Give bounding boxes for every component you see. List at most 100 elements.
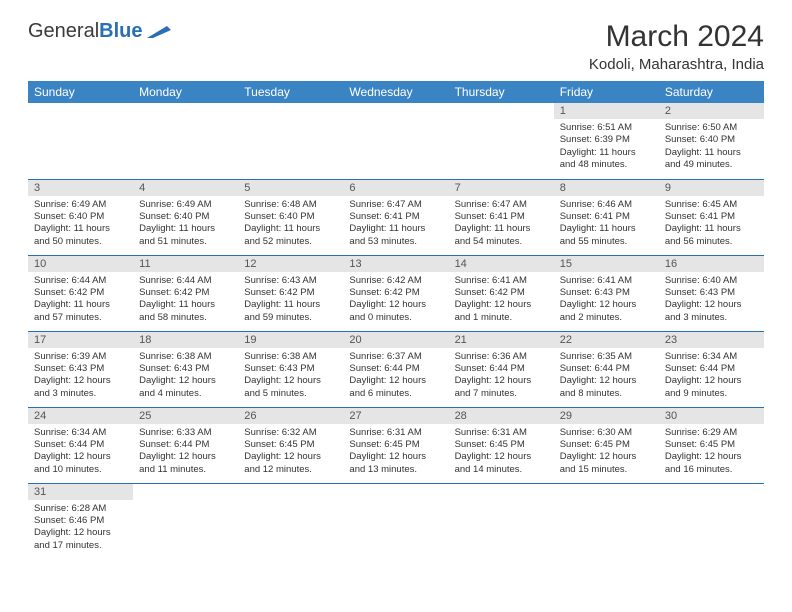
day-details: Sunrise: 6:35 AMSunset: 6:44 PMDaylight:… bbox=[554, 348, 659, 404]
day-details: Sunrise: 6:38 AMSunset: 6:43 PMDaylight:… bbox=[133, 348, 238, 404]
day-cell: 25Sunrise: 6:33 AMSunset: 6:44 PMDayligh… bbox=[133, 407, 238, 483]
day-number: 29 bbox=[554, 408, 659, 424]
day-details: Sunrise: 6:50 AMSunset: 6:40 PMDaylight:… bbox=[659, 119, 764, 175]
day-details: Sunrise: 6:40 AMSunset: 6:43 PMDaylight:… bbox=[659, 272, 764, 328]
day-details: Sunrise: 6:34 AMSunset: 6:44 PMDaylight:… bbox=[659, 348, 764, 404]
day-cell: 27Sunrise: 6:31 AMSunset: 6:45 PMDayligh… bbox=[343, 407, 448, 483]
day-header: Friday bbox=[554, 81, 659, 103]
day-number: 28 bbox=[449, 408, 554, 424]
day-cell: 5Sunrise: 6:48 AMSunset: 6:40 PMDaylight… bbox=[238, 179, 343, 255]
calendar-body: 1Sunrise: 6:51 AMSunset: 6:39 PMDaylight… bbox=[28, 103, 764, 559]
day-details: Sunrise: 6:31 AMSunset: 6:45 PMDaylight:… bbox=[343, 424, 448, 480]
day-number: 17 bbox=[28, 332, 133, 348]
day-cell: 13Sunrise: 6:42 AMSunset: 6:42 PMDayligh… bbox=[343, 255, 448, 331]
day-number: 12 bbox=[238, 256, 343, 272]
day-cell: 21Sunrise: 6:36 AMSunset: 6:44 PMDayligh… bbox=[449, 331, 554, 407]
day-details: Sunrise: 6:48 AMSunset: 6:40 PMDaylight:… bbox=[238, 196, 343, 252]
day-number: 16 bbox=[659, 256, 764, 272]
day-cell: 19Sunrise: 6:38 AMSunset: 6:43 PMDayligh… bbox=[238, 331, 343, 407]
logo: GeneralBlue bbox=[28, 20, 171, 43]
header: GeneralBlue March 2024 Kodoli, Maharasht… bbox=[28, 20, 764, 73]
day-number: 25 bbox=[133, 408, 238, 424]
day-header: Saturday bbox=[659, 81, 764, 103]
empty-cell bbox=[133, 483, 238, 559]
day-number: 19 bbox=[238, 332, 343, 348]
day-details: Sunrise: 6:49 AMSunset: 6:40 PMDaylight:… bbox=[133, 196, 238, 252]
calendar-row: 3Sunrise: 6:49 AMSunset: 6:40 PMDaylight… bbox=[28, 179, 764, 255]
empty-cell bbox=[449, 103, 554, 179]
title-block: March 2024 Kodoli, Maharashtra, India bbox=[589, 20, 764, 73]
calendar-row: 17Sunrise: 6:39 AMSunset: 6:43 PMDayligh… bbox=[28, 331, 764, 407]
calendar-row: 31Sunrise: 6:28 AMSunset: 6:46 PMDayligh… bbox=[28, 483, 764, 559]
day-number: 8 bbox=[554, 180, 659, 196]
day-header: Wednesday bbox=[343, 81, 448, 103]
day-number: 4 bbox=[133, 180, 238, 196]
empty-cell bbox=[238, 483, 343, 559]
empty-cell bbox=[343, 483, 448, 559]
day-cell: 14Sunrise: 6:41 AMSunset: 6:42 PMDayligh… bbox=[449, 255, 554, 331]
day-number: 21 bbox=[449, 332, 554, 348]
day-number: 20 bbox=[343, 332, 448, 348]
day-details: Sunrise: 6:33 AMSunset: 6:44 PMDaylight:… bbox=[133, 424, 238, 480]
calendar-table: SundayMondayTuesdayWednesdayThursdayFrid… bbox=[28, 81, 764, 559]
day-details: Sunrise: 6:34 AMSunset: 6:44 PMDaylight:… bbox=[28, 424, 133, 480]
empty-cell bbox=[554, 483, 659, 559]
day-header: Tuesday bbox=[238, 81, 343, 103]
location: Kodoli, Maharashtra, India bbox=[589, 56, 764, 73]
day-number: 27 bbox=[343, 408, 448, 424]
empty-cell bbox=[238, 103, 343, 179]
day-number: 6 bbox=[343, 180, 448, 196]
day-number: 11 bbox=[133, 256, 238, 272]
day-number: 2 bbox=[659, 103, 764, 119]
day-number: 5 bbox=[238, 180, 343, 196]
day-cell: 23Sunrise: 6:34 AMSunset: 6:44 PMDayligh… bbox=[659, 331, 764, 407]
day-cell: 15Sunrise: 6:41 AMSunset: 6:43 PMDayligh… bbox=[554, 255, 659, 331]
day-cell: 8Sunrise: 6:46 AMSunset: 6:41 PMDaylight… bbox=[554, 179, 659, 255]
day-cell: 17Sunrise: 6:39 AMSunset: 6:43 PMDayligh… bbox=[28, 331, 133, 407]
day-number: 22 bbox=[554, 332, 659, 348]
day-number: 13 bbox=[343, 256, 448, 272]
day-details: Sunrise: 6:51 AMSunset: 6:39 PMDaylight:… bbox=[554, 119, 659, 175]
day-cell: 7Sunrise: 6:47 AMSunset: 6:41 PMDaylight… bbox=[449, 179, 554, 255]
day-header: Monday bbox=[133, 81, 238, 103]
empty-cell bbox=[449, 483, 554, 559]
day-number: 30 bbox=[659, 408, 764, 424]
day-header: Thursday bbox=[449, 81, 554, 103]
day-details: Sunrise: 6:32 AMSunset: 6:45 PMDaylight:… bbox=[238, 424, 343, 480]
day-header-row: SundayMondayTuesdayWednesdayThursdayFrid… bbox=[28, 81, 764, 103]
day-details: Sunrise: 6:49 AMSunset: 6:40 PMDaylight:… bbox=[28, 196, 133, 252]
day-cell: 26Sunrise: 6:32 AMSunset: 6:45 PMDayligh… bbox=[238, 407, 343, 483]
day-cell: 10Sunrise: 6:44 AMSunset: 6:42 PMDayligh… bbox=[28, 255, 133, 331]
calendar-row: 1Sunrise: 6:51 AMSunset: 6:39 PMDaylight… bbox=[28, 103, 764, 179]
day-cell: 4Sunrise: 6:49 AMSunset: 6:40 PMDaylight… bbox=[133, 179, 238, 255]
day-number: 3 bbox=[28, 180, 133, 196]
day-cell: 1Sunrise: 6:51 AMSunset: 6:39 PMDaylight… bbox=[554, 103, 659, 179]
day-number: 9 bbox=[659, 180, 764, 196]
day-cell: 6Sunrise: 6:47 AMSunset: 6:41 PMDaylight… bbox=[343, 179, 448, 255]
day-details: Sunrise: 6:39 AMSunset: 6:43 PMDaylight:… bbox=[28, 348, 133, 404]
day-cell: 16Sunrise: 6:40 AMSunset: 6:43 PMDayligh… bbox=[659, 255, 764, 331]
day-number: 14 bbox=[449, 256, 554, 272]
logo-flag-icon bbox=[147, 24, 171, 40]
day-number: 15 bbox=[554, 256, 659, 272]
day-details: Sunrise: 6:36 AMSunset: 6:44 PMDaylight:… bbox=[449, 348, 554, 404]
day-cell: 29Sunrise: 6:30 AMSunset: 6:45 PMDayligh… bbox=[554, 407, 659, 483]
day-cell: 12Sunrise: 6:43 AMSunset: 6:42 PMDayligh… bbox=[238, 255, 343, 331]
day-number: 1 bbox=[554, 103, 659, 119]
day-cell: 20Sunrise: 6:37 AMSunset: 6:44 PMDayligh… bbox=[343, 331, 448, 407]
day-cell: 24Sunrise: 6:34 AMSunset: 6:44 PMDayligh… bbox=[28, 407, 133, 483]
day-cell: 3Sunrise: 6:49 AMSunset: 6:40 PMDaylight… bbox=[28, 179, 133, 255]
logo-text-general: General bbox=[28, 20, 99, 43]
day-details: Sunrise: 6:47 AMSunset: 6:41 PMDaylight:… bbox=[343, 196, 448, 252]
day-cell: 22Sunrise: 6:35 AMSunset: 6:44 PMDayligh… bbox=[554, 331, 659, 407]
day-cell: 2Sunrise: 6:50 AMSunset: 6:40 PMDaylight… bbox=[659, 103, 764, 179]
day-details: Sunrise: 6:30 AMSunset: 6:45 PMDaylight:… bbox=[554, 424, 659, 480]
month-title: March 2024 bbox=[589, 20, 764, 54]
empty-cell bbox=[659, 483, 764, 559]
day-details: Sunrise: 6:44 AMSunset: 6:42 PMDaylight:… bbox=[28, 272, 133, 328]
day-cell: 28Sunrise: 6:31 AMSunset: 6:45 PMDayligh… bbox=[449, 407, 554, 483]
calendar-row: 24Sunrise: 6:34 AMSunset: 6:44 PMDayligh… bbox=[28, 407, 764, 483]
day-cell: 30Sunrise: 6:29 AMSunset: 6:45 PMDayligh… bbox=[659, 407, 764, 483]
day-details: Sunrise: 6:43 AMSunset: 6:42 PMDaylight:… bbox=[238, 272, 343, 328]
empty-cell bbox=[133, 103, 238, 179]
